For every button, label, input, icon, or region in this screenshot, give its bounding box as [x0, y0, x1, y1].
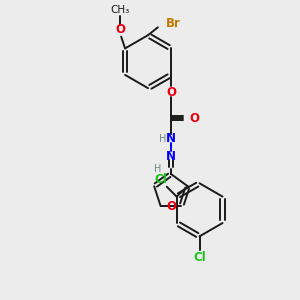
Text: Cl: Cl	[154, 173, 167, 186]
Text: N: N	[166, 132, 176, 145]
Text: O: O	[190, 112, 200, 124]
Text: O: O	[166, 86, 176, 99]
Text: Cl: Cl	[193, 251, 206, 264]
Text: Br: Br	[166, 17, 181, 30]
Text: H: H	[154, 164, 161, 174]
Text: N: N	[166, 150, 176, 163]
Text: H: H	[159, 134, 167, 144]
Text: CH₃: CH₃	[111, 5, 130, 15]
Text: O: O	[166, 200, 176, 214]
Text: O: O	[115, 23, 125, 36]
